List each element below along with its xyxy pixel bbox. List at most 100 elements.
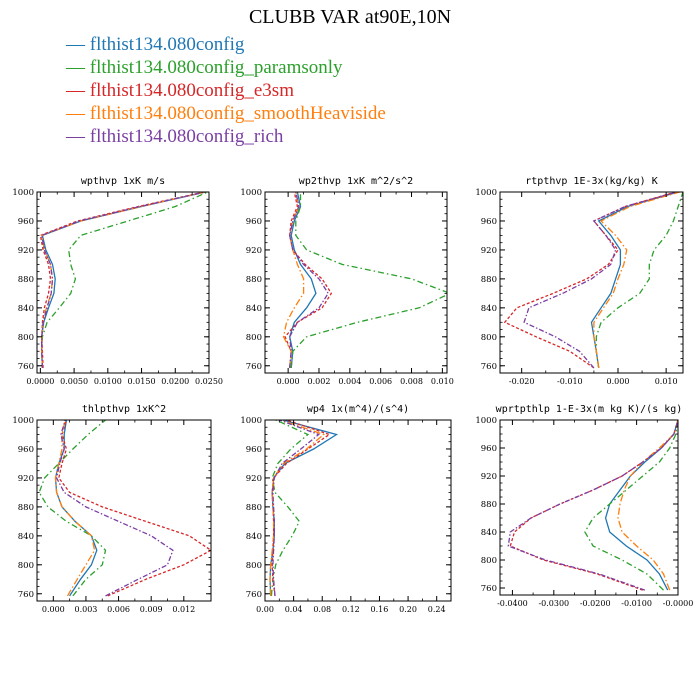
series-line [40, 192, 206, 368]
legend-line: — [66, 103, 90, 124]
y-tick-label: 960 [481, 444, 497, 454]
y-tick-label: 840 [481, 304, 497, 314]
panel-title: wp4 1x(m^4)/(s^4) [307, 404, 409, 415]
panel-title: thlpthvp 1xK^2 [82, 404, 166, 415]
panel-title: wprtpthlp 1-E-3x(m kg K)/(s kg) [496, 404, 683, 415]
y-tick-label: 960 [246, 445, 262, 455]
x-tick-label: 0.0200 [161, 377, 189, 386]
x-tick-label: 0.010 [431, 377, 454, 386]
x-tick-label: 0.00 [256, 605, 274, 614]
series-group [507, 420, 678, 591]
x-tick-label: -0.0200 [580, 599, 611, 608]
x-tick-label: 0.12 [342, 605, 360, 614]
legend-label: flthist134.080config_paramsonly [89, 57, 343, 78]
y-tick-label: 800 [18, 561, 34, 571]
legend-item: — flthist134.080config_rich [66, 125, 386, 148]
legend-label: flthist134.080config [89, 34, 245, 55]
series-line [41, 192, 208, 368]
legend-line: — [66, 126, 90, 147]
series-line [284, 192, 333, 368]
y-tick-label: 760 [18, 590, 34, 600]
plot-frame [264, 419, 452, 602]
series-line [269, 420, 326, 596]
legend-label: flthist134.080config_rich [89, 126, 284, 147]
x-tick-label: -0.010 [557, 377, 583, 386]
chart-panel: rtpthvp 1E-3x(kg/kg) K 760 800 840 880 920 960… [475, 176, 684, 386]
x-tick-label: 0.0150 [128, 377, 156, 386]
panel-title: wpthvp 1xK m/s [81, 176, 165, 187]
y-tick-label: 840 [18, 532, 34, 542]
series-group [39, 192, 208, 368]
x-tick-label: 0.24 [428, 605, 446, 614]
chart-panel: wp2thvp 1xK m^2/s^2 760 800 840 880 920 960 100… [240, 176, 453, 386]
figure-title: CLUBB VAR at90E,10N [248, 6, 452, 28]
series-line [40, 192, 206, 368]
series-line [289, 192, 329, 368]
chart-panel: wp4 1x(m^4)/(s^4) 760 800 840 880 920 960 1000 0… [240, 404, 452, 614]
x-tick-label: 0.16 [371, 605, 389, 614]
x-tick-label: 0.08 [313, 605, 331, 614]
x-tick-label: 0.009 [140, 605, 163, 614]
x-tick-label: 0.0250 [195, 377, 223, 386]
x-tick-label: -0.0400 [497, 599, 528, 608]
y-tick-label: 920 [18, 474, 34, 484]
series-line [272, 420, 320, 596]
y-tick-label: 840 [246, 532, 262, 542]
y-tick-label: 920 [481, 472, 497, 482]
y-tick-label: 880 [481, 275, 497, 285]
x-tick-label: -0.0300 [538, 599, 569, 608]
y-tick-label: 800 [481, 333, 497, 343]
series-line [290, 192, 447, 368]
y-tick-label: 920 [246, 246, 262, 256]
plot-frame [36, 191, 210, 374]
series-line [595, 192, 683, 368]
panel-title: wp2thvp 1xK m^2/s^2 [299, 176, 413, 187]
y-tick-label: 800 [246, 333, 262, 343]
series-line [523, 192, 677, 369]
y-tick-label: 880 [246, 503, 262, 513]
plot-frame [499, 419, 679, 596]
legend-item: — flthist134.080config_smoothHeaviside [66, 102, 386, 125]
y-tick-label: 960 [246, 217, 262, 227]
y-tick-label: 920 [18, 246, 34, 256]
series-line [55, 420, 174, 597]
series-line [38, 420, 107, 597]
series-line [289, 192, 317, 368]
legend-label: flthist134.080config_smoothHeaviside [89, 103, 386, 124]
series-line [54, 420, 96, 597]
panel-title: rtpthvp 1E-3x(kg/kg) K [525, 176, 657, 187]
x-tick-label: 0.0100 [94, 377, 122, 386]
series-line [58, 420, 211, 597]
series-line [41, 192, 206, 368]
series-group [38, 420, 211, 597]
legend-line: — [66, 80, 90, 101]
y-tick-label: 760 [18, 362, 34, 372]
x-tick-label: 0.000 [277, 377, 300, 386]
series-line [584, 420, 678, 591]
legend-item: — flthist134.080config_paramsonly [66, 56, 386, 79]
x-tick-label: 0.010 [655, 377, 678, 386]
series-group [269, 420, 339, 596]
y-tick-label: 1000 [12, 188, 34, 198]
y-tick-label: 840 [18, 304, 34, 314]
series-line [604, 420, 678, 591]
series-line [270, 420, 310, 596]
x-tick-label: -0.0100 [621, 599, 652, 608]
y-tick-label: 880 [246, 275, 262, 285]
x-tick-label: 0.006 [107, 605, 130, 614]
y-tick-label: 960 [481, 217, 497, 227]
series-line [593, 192, 680, 368]
y-tick-label: 920 [481, 246, 497, 256]
series-line [590, 192, 679, 368]
series-line [507, 420, 678, 591]
x-tick-label: -0.020 [509, 377, 535, 386]
y-tick-label: 800 [481, 556, 497, 566]
series-line [503, 192, 676, 369]
y-tick-label: 800 [246, 561, 262, 571]
series-group [503, 192, 683, 369]
y-tick-label: 1000 [240, 416, 262, 426]
series-line [617, 420, 678, 591]
y-tick-label: 800 [18, 333, 34, 343]
legend-item: — flthist134.080config [66, 33, 386, 56]
